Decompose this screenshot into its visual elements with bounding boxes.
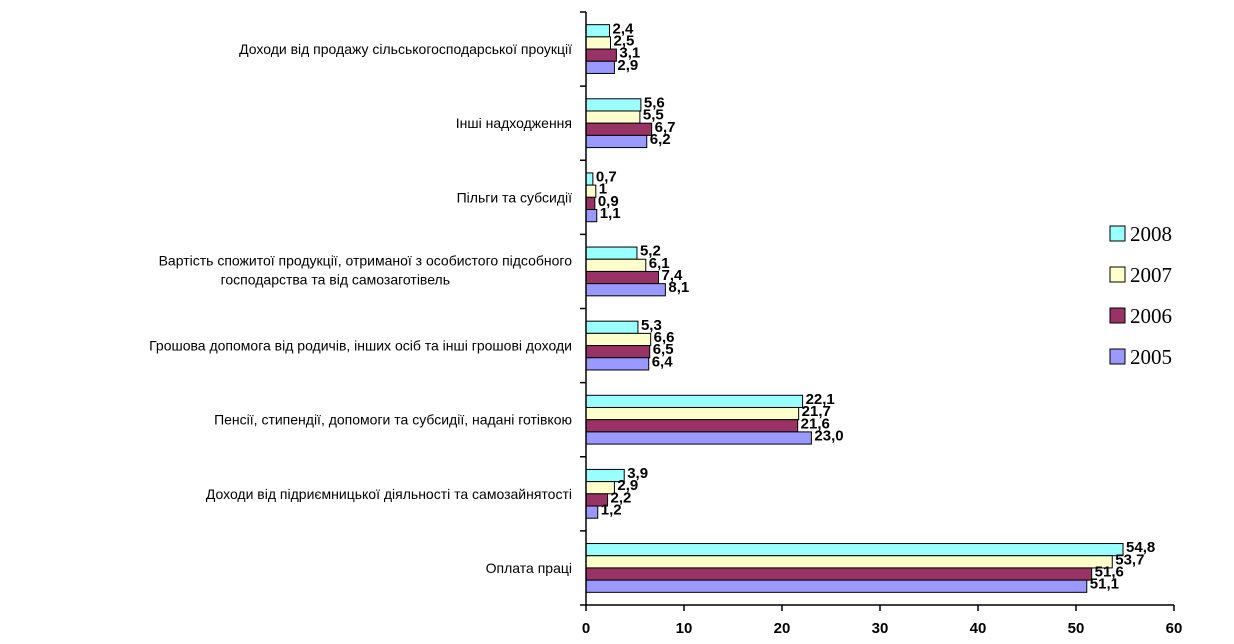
bar-2005-0: [585, 579, 1088, 593]
data-label: 51,6: [1095, 564, 1124, 581]
bar-2005-7: [585, 60, 615, 74]
bar-2005-1: [585, 505, 599, 519]
data-label: 1,1: [600, 205, 621, 222]
data-label: 2,2: [611, 489, 632, 506]
bar-2005-3: [585, 357, 650, 371]
bar-2008-3: [585, 320, 639, 334]
data-label: 6,5: [653, 341, 674, 358]
bar-2008-7: [585, 24, 611, 38]
x-tick-label: 40: [970, 620, 987, 637]
legend-label: 2006: [1130, 304, 1172, 328]
bar-2005-5: [585, 209, 598, 223]
category-label: Пільги та субсидії: [457, 189, 573, 205]
data-label: 23,0: [814, 427, 843, 444]
data-label: 21,7: [802, 403, 831, 420]
bar-2008-4: [585, 246, 638, 260]
bar-2007-0: [585, 555, 1113, 569]
bar-2008-6: [585, 98, 642, 112]
bar-2006-6: [585, 122, 653, 136]
bar-2007-6: [585, 110, 641, 124]
bar-2005-4: [585, 283, 666, 297]
x-tick-label: 30: [872, 620, 889, 637]
legend-label: 2008: [1130, 222, 1172, 246]
x-tick-label: 60: [1166, 620, 1183, 637]
bar-2007-7: [585, 36, 611, 50]
data-label: 5,3: [641, 317, 662, 334]
category-label: Грошова допомога від родичів, інших осіб…: [149, 338, 572, 354]
legend-swatch-2007: [1109, 266, 1126, 283]
category-label: Вартість спожитої продукції, отриманої з…: [159, 252, 573, 287]
data-label: 0,7: [596, 169, 617, 186]
x-tick-label: 0: [582, 620, 590, 637]
data-label: 8,1: [668, 279, 689, 296]
data-label: 6,2: [650, 131, 671, 148]
bar-2006-7: [585, 48, 617, 62]
data-label: 51,1: [1090, 576, 1119, 593]
data-label: 2,9: [617, 57, 638, 74]
bar-2007-5: [585, 184, 597, 198]
data-label: 1: [599, 181, 607, 198]
data-label: 7,4: [662, 267, 684, 284]
bar-2008-5: [585, 172, 594, 186]
x-tick-label: 10: [676, 620, 693, 637]
x-tick-label: 20: [774, 620, 791, 637]
data-label: 1,2: [601, 502, 622, 519]
bar-2006-3: [585, 345, 651, 359]
category-label: Оплата праці: [486, 560, 572, 576]
data-label: 5,6: [644, 94, 665, 111]
data-label: 3,1: [619, 45, 640, 62]
data-label: 6,6: [654, 329, 675, 346]
category-label: Доходи від підриємницької діяльності та …: [206, 486, 572, 502]
bar-2005-6: [585, 134, 648, 149]
data-label: 2,9: [617, 477, 638, 494]
data-label: 6,7: [655, 119, 676, 136]
bar-2005-2: [585, 431, 812, 445]
data-label: 22,1: [806, 391, 835, 408]
bar-2007-3: [585, 332, 652, 347]
bar-2008-0: [585, 543, 1124, 557]
data-label: 6,4: [652, 353, 674, 370]
legend-swatch-2005: [1109, 348, 1126, 365]
data-label: 5,5: [643, 107, 664, 124]
data-label: 3,9: [627, 465, 648, 482]
bar-2007-4: [585, 258, 647, 272]
legend-swatch-2006: [1109, 307, 1126, 324]
data-label: 21,6: [801, 415, 830, 432]
data-label: 6,1: [649, 255, 670, 272]
category-label: Пенсії, стипендії, допомоги та субсидії,…: [214, 412, 572, 428]
x-tick-label: 50: [1068, 620, 1085, 637]
data-label: 0,9: [598, 193, 619, 210]
bar-2006-0: [585, 567, 1093, 581]
data-label: 2,5: [614, 32, 635, 49]
bar-2007-2: [585, 406, 800, 421]
legend-label: 2005: [1130, 345, 1172, 369]
data-label: 53,7: [1115, 551, 1144, 568]
legend-swatch-2008: [1109, 225, 1126, 242]
bar-2008-2: [585, 394, 804, 408]
data-label: 2,4: [613, 20, 635, 37]
bar-2006-2: [585, 419, 799, 433]
category-label: Доходи від продажу сільськогосподарської…: [239, 41, 572, 57]
bar-2006-5: [585, 196, 596, 211]
legend-label: 2007: [1130, 263, 1172, 287]
category-label: Інші надходження: [456, 115, 572, 131]
data-label: 54,8: [1126, 539, 1155, 556]
data-label: 5,2: [640, 243, 661, 260]
bar-2006-4: [585, 270, 660, 285]
